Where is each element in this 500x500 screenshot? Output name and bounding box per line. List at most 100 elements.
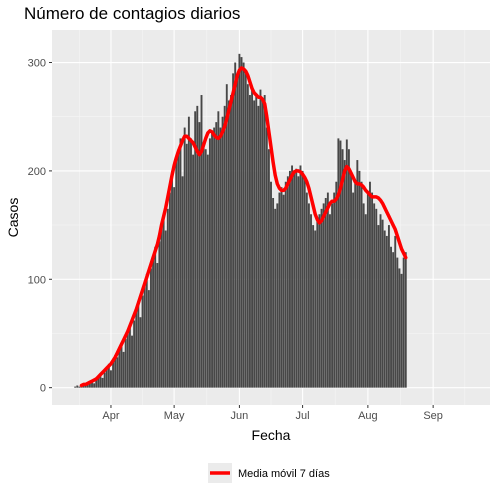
bar (350, 170, 352, 388)
bar (335, 181, 338, 388)
bar (379, 214, 382, 388)
bar (358, 170, 361, 388)
bar (185, 143, 188, 388)
bar (114, 355, 117, 388)
bar (196, 105, 199, 388)
bar (293, 173, 296, 388)
bar (219, 127, 222, 388)
bar (318, 214, 321, 388)
bar (244, 73, 247, 388)
y-tick-label: 0 (40, 383, 46, 395)
bar (291, 165, 294, 388)
bar (248, 95, 251, 388)
bar (133, 320, 136, 388)
bar (141, 295, 144, 388)
bar (301, 170, 304, 388)
bar (217, 111, 220, 388)
x-tick-label: Jun (231, 410, 249, 422)
legend: Media móvil 7 días (208, 463, 330, 483)
bar (192, 154, 195, 388)
bar (299, 165, 302, 388)
bar (145, 273, 148, 388)
bar (339, 140, 342, 388)
bar (272, 197, 275, 388)
bar (259, 89, 262, 388)
bar (177, 149, 180, 388)
bar (343, 160, 346, 388)
bar (110, 370, 112, 388)
bar (362, 203, 365, 388)
bar (135, 311, 138, 388)
bar (356, 160, 359, 388)
bar (371, 192, 374, 388)
bar (230, 95, 232, 388)
bar (305, 192, 308, 388)
bar (187, 116, 190, 388)
bar (112, 360, 115, 388)
bar (261, 100, 264, 388)
bar (369, 181, 371, 388)
bar (236, 78, 239, 388)
bar (150, 268, 152, 388)
bar (278, 192, 281, 388)
bar (204, 149, 207, 388)
bar (394, 235, 397, 388)
bar (202, 143, 205, 388)
bar (303, 176, 306, 388)
bar (286, 176, 289, 388)
bar (398, 268, 401, 388)
bar (373, 203, 376, 388)
bar (147, 290, 150, 388)
bar (402, 257, 405, 388)
legend-label: Media móvil 7 días (238, 468, 330, 480)
bar (232, 73, 235, 388)
bar (297, 176, 300, 388)
bar (183, 127, 186, 388)
series-line (79, 66, 408, 388)
bar (322, 203, 325, 388)
bar (101, 377, 104, 388)
bar (242, 62, 245, 388)
bar (324, 197, 327, 388)
bar (337, 138, 340, 388)
bar (234, 62, 237, 388)
bar (257, 105, 260, 388)
bars-layer (74, 53, 407, 388)
bar (156, 263, 159, 388)
bar (215, 122, 218, 388)
bar (345, 139, 348, 388)
y-tick-label: 200 (28, 166, 46, 178)
bar (383, 230, 386, 388)
bar (208, 138, 211, 388)
bar (173, 187, 176, 388)
chart-title: Número de contagios diarios (24, 4, 241, 23)
bar (181, 176, 184, 388)
bar (396, 257, 399, 388)
bar (91, 381, 93, 388)
bar (164, 230, 167, 388)
bar (190, 138, 192, 388)
bar (139, 317, 142, 388)
bar (347, 149, 350, 388)
bar (162, 214, 165, 388)
bar (364, 214, 367, 388)
bar (387, 225, 390, 388)
bar (253, 100, 256, 388)
y-tick-label: 100 (28, 274, 46, 286)
x-tick-label: Apr (102, 410, 119, 422)
x-axis-title: Fecha (252, 427, 291, 443)
bar (310, 214, 312, 388)
bar (274, 208, 277, 388)
line-layer (79, 66, 408, 388)
bar (227, 100, 230, 388)
bar (200, 95, 203, 388)
bar (118, 349, 121, 388)
bar (211, 132, 213, 388)
bar (352, 192, 355, 388)
bar (381, 219, 384, 388)
bar (221, 116, 224, 388)
bar (289, 170, 291, 388)
bar (307, 203, 310, 388)
bar (158, 241, 161, 388)
